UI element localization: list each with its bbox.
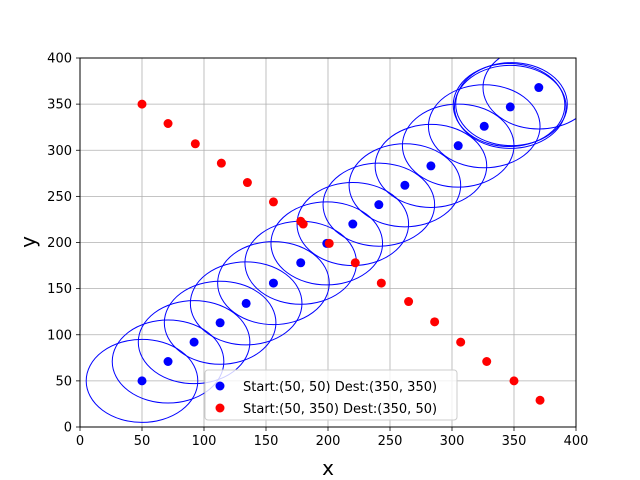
- radius-circle: [374, 123, 488, 208]
- y-tick-label: 50: [55, 374, 72, 389]
- radius-circle: [348, 143, 462, 228]
- point-layer: [137, 83, 545, 405]
- red-point: [298, 219, 308, 229]
- radius-circle: [270, 201, 384, 286]
- red-point: [350, 258, 360, 268]
- blue-point: [453, 141, 463, 151]
- radius-circle: [163, 280, 277, 365]
- y-tick-label: 300: [47, 144, 72, 159]
- legend-marker-red: [215, 403, 225, 413]
- radius-circle: [217, 241, 330, 326]
- blue-point: [189, 337, 199, 347]
- y-tick-label: 250: [47, 190, 72, 205]
- blue-point: [348, 219, 358, 229]
- red-point: [137, 99, 147, 109]
- red-point: [324, 238, 334, 248]
- x-tick-label: 150: [254, 434, 279, 449]
- legend: Start:(50, 50) Dest:(350, 350) Start:(50…: [204, 369, 458, 421]
- red-point: [535, 395, 545, 405]
- blue-point: [479, 121, 489, 131]
- legend-box: [204, 369, 458, 421]
- x-tick-label: 350: [502, 434, 527, 449]
- y-tick-label: 200: [47, 236, 72, 251]
- red-point: [430, 317, 440, 327]
- blue-point: [374, 200, 384, 210]
- legend-label-red: Start:(50, 350) Dest:(350, 50): [243, 402, 437, 417]
- blue-point: [296, 258, 306, 268]
- red-point: [163, 118, 173, 128]
- x-tick-label: 400: [564, 434, 589, 449]
- y-tick-label: 400: [47, 52, 72, 67]
- legend-marker-blue: [215, 381, 225, 391]
- red-point: [376, 278, 386, 288]
- radius-circle: [427, 84, 541, 169]
- x-tick-label: 0: [76, 434, 84, 449]
- x-tick-label: 100: [192, 434, 217, 449]
- radius-circle: [482, 58, 576, 130]
- ticks: 0 50 100 150 200 250 300 350 400 0 50 100 150 200 250 3…: [47, 52, 588, 450]
- blue-point: [426, 161, 436, 171]
- red-point: [268, 197, 278, 207]
- blue-point: [534, 83, 544, 93]
- y-tick-label: 350: [47, 98, 72, 113]
- radius-circle: [85, 338, 199, 423]
- x-tick-label: 200: [316, 434, 341, 449]
- radius-circle: [111, 319, 225, 404]
- red-point: [404, 297, 414, 307]
- radius-circle: [189, 261, 303, 346]
- red-point: [242, 178, 252, 188]
- blue-point: [241, 298, 251, 308]
- x-tick-label: 300: [440, 434, 465, 449]
- red-point: [509, 376, 519, 386]
- blue-point: [137, 376, 147, 386]
- red-point: [190, 139, 200, 149]
- blue-point: [215, 318, 225, 328]
- y-axis-label: y: [16, 236, 40, 248]
- radius-circle: [452, 63, 566, 148]
- red-point: [482, 357, 492, 367]
- y-tick-label: 150: [47, 282, 72, 297]
- blue-point: [400, 180, 410, 190]
- radius-circle: [455, 62, 568, 147]
- blue-point: [163, 357, 173, 367]
- radius-circle: [453, 64, 567, 149]
- y-tick-label: 100: [47, 328, 72, 343]
- radius-circle: [322, 162, 436, 247]
- red-point: [216, 158, 226, 168]
- blue-point: [268, 278, 278, 288]
- blue-point: [505, 102, 515, 112]
- legend-label-blue: Start:(50, 50) Dest:(350, 350): [243, 380, 437, 395]
- radius-circle: [137, 300, 251, 385]
- x-axis-label: x: [322, 456, 334, 480]
- circle-layer: [85, 58, 576, 423]
- x-tick-label: 50: [134, 434, 151, 449]
- y-tick-label: 0: [64, 421, 72, 436]
- x-tick-label: 250: [378, 434, 403, 449]
- red-point: [456, 337, 466, 347]
